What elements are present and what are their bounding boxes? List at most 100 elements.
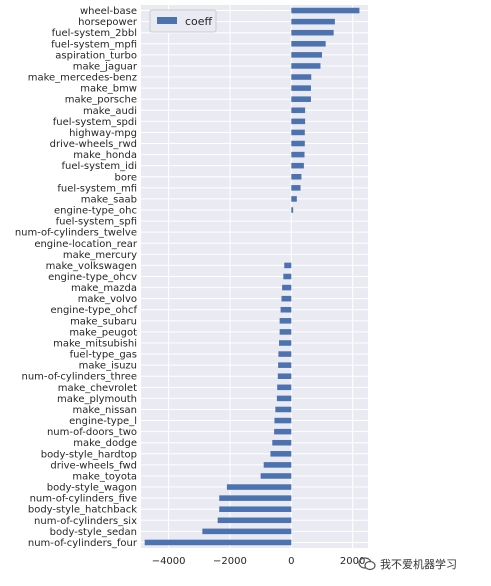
bar — [275, 406, 292, 413]
y-tick-label: make_bmw — [80, 84, 137, 95]
bar — [284, 262, 292, 269]
y-tick-label: make_mercury — [63, 250, 137, 261]
bar — [281, 295, 292, 302]
y-tick-label: make_isuzu — [79, 361, 137, 372]
bars — [144, 7, 360, 546]
y-tick-label: make_plymouth — [57, 394, 137, 405]
bar — [291, 173, 302, 180]
y-tick-label: body-style_hardtop — [41, 449, 137, 460]
y-tick-label: highway-mpg — [69, 128, 137, 139]
bar — [202, 528, 292, 535]
bar — [280, 306, 292, 313]
y-tick-label: aspiration_turbo — [55, 50, 137, 61]
watermark-text: 我不爱机器学习 — [380, 558, 457, 571]
y-tick-label: make_mitsubishi — [53, 338, 137, 349]
y-tick-label: fuel-system_mfi — [57, 183, 137, 194]
bar — [291, 118, 306, 125]
bar — [282, 284, 292, 291]
y-tick-label: make_jaguar — [73, 61, 138, 72]
y-tick-label: num-of-doors_two — [47, 427, 137, 438]
bar — [291, 196, 297, 202]
y-tick-label: drive-wheels_rwd — [50, 139, 137, 150]
wechat-icon — [358, 557, 376, 571]
bar — [217, 517, 292, 524]
bar — [291, 207, 294, 213]
y-tick-label: fuel-system_mpfi — [51, 39, 137, 50]
gridlines — [141, 5, 368, 548]
y-tick-label: fuel-system_idi — [62, 161, 137, 172]
y-tick-label: make_toyota — [72, 471, 137, 482]
y-tick-label: fuel-system_2bbl — [52, 28, 137, 39]
bar — [291, 29, 334, 36]
y-tick-label: num-of-cylinders_five — [30, 494, 137, 505]
bar — [291, 18, 335, 25]
y-tick-label: drive-wheels_fwd — [50, 460, 137, 471]
bar — [291, 162, 304, 169]
bar — [291, 96, 311, 102]
bar — [276, 395, 292, 402]
y-tick-label: make_honda — [73, 150, 137, 161]
bar — [291, 107, 306, 114]
bar — [291, 74, 312, 80]
bar — [277, 384, 292, 391]
y-tick-label: make_peugot — [69, 327, 137, 338]
bar — [291, 151, 305, 158]
bar — [283, 273, 292, 280]
y-tick-label: make_subaru — [70, 316, 137, 327]
y-tick-label: horsepower — [78, 17, 138, 28]
y-tick-label: engine-location_rear — [34, 239, 138, 250]
bar — [260, 473, 292, 479]
y-tick-label: body-style_sedan — [50, 527, 137, 538]
x-tick-label: 0 — [288, 556, 294, 567]
bar — [291, 140, 305, 147]
y-tick-label: num-of-cylinders_six — [34, 516, 137, 527]
bar — [291, 85, 311, 91]
legend-box — [149, 9, 217, 33]
y-tick-label: make_chevrolet — [58, 383, 137, 394]
bar — [226, 484, 292, 490]
y-tick-label: make_volvo — [78, 294, 137, 305]
x-tick-label: 2000 — [340, 556, 365, 567]
y-tick-labels: wheel-basehorsepowerfuel-system_2bblfuel… — [15, 6, 138, 549]
legend: coeff — [149, 9, 217, 33]
bar — [270, 451, 292, 457]
y-tick-label: make_mazda — [71, 283, 137, 294]
y-tick-label: engine-type_ohc — [54, 206, 137, 217]
bar — [274, 417, 292, 424]
x-tick-label: −2000 — [213, 556, 247, 567]
y-tick-label: engine-type_ohcf — [50, 305, 137, 316]
bar — [291, 52, 322, 58]
y-tick-label: make_audi — [83, 106, 137, 117]
bar — [278, 362, 292, 368]
y-tick-label: engine-type_ohcv — [48, 272, 137, 283]
x-tick-label: −4000 — [152, 556, 186, 567]
bar — [279, 340, 292, 346]
y-tick-label: fuel-type_gas — [70, 350, 137, 361]
bar — [291, 185, 301, 191]
y-tick-label: body-style_wagon — [47, 483, 137, 494]
y-tick-label: make_nissan — [73, 405, 137, 416]
legend-label: coeff — [185, 15, 213, 28]
bar — [279, 318, 292, 324]
bar — [219, 495, 292, 501]
bar — [272, 439, 292, 446]
bar — [291, 63, 321, 69]
y-tick-label: fuel-system_spfi — [56, 217, 137, 228]
bar — [263, 462, 292, 468]
y-tick-label: num-of-cylinders_four — [28, 538, 138, 549]
bar — [278, 351, 292, 357]
y-tick-label: fuel-system_spdi — [53, 117, 137, 128]
bar — [279, 329, 292, 335]
y-tick-label: bore — [114, 172, 137, 183]
y-tick-label: make_dodge — [73, 438, 137, 449]
bar — [144, 539, 292, 546]
y-tick-label: body-style_hatchback — [28, 505, 137, 516]
bar — [219, 506, 292, 512]
y-tick-label: engine-type_l — [69, 416, 137, 427]
bar — [291, 129, 305, 136]
legend-swatch — [157, 17, 177, 24]
bar — [277, 373, 292, 380]
watermark: 我不爱机器学习 — [358, 554, 491, 574]
y-tick-label: num-of-cylinders_three — [22, 372, 138, 383]
y-tick-label: make_saab — [81, 194, 137, 205]
